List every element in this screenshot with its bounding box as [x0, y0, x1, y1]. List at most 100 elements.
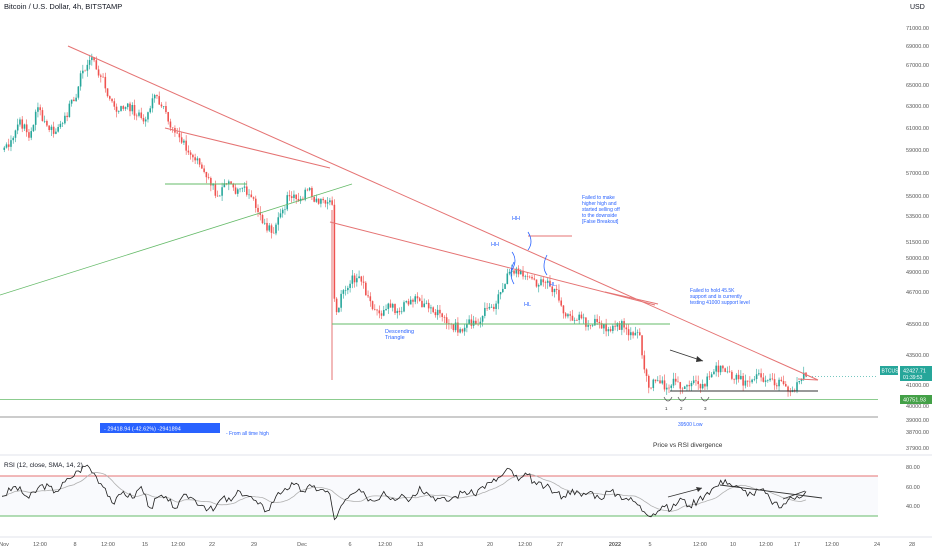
- candle-body: [654, 379, 657, 382]
- candle-body: [625, 327, 628, 330]
- candle-body: [210, 177, 212, 186]
- candle-body: [717, 365, 720, 373]
- candle-body: [212, 184, 214, 186]
- candle-body: [358, 276, 360, 279]
- candle-body: [129, 103, 131, 112]
- rsi-pane[interactable]: [1, 464, 807, 521]
- candle-body: [551, 286, 554, 293]
- candle-body: [180, 137, 183, 143]
- candle-body: [365, 282, 367, 296]
- candle-body: [183, 140, 185, 143]
- false-breakout-line-1: Failed to make: [582, 195, 615, 201]
- candle-body: [293, 194, 295, 198]
- candle-body: [149, 108, 152, 113]
- candle-body: [104, 76, 107, 89]
- candle-body: [254, 198, 257, 208]
- time-tick-label: 22: [209, 542, 215, 548]
- candle-body: [333, 204, 336, 299]
- triangle-2-upper-line[interactable]: [329, 221, 656, 306]
- candle-body: [403, 302, 405, 312]
- support-price-value: 40751.93: [903, 398, 926, 404]
- candle-body: [228, 181, 230, 185]
- candle-body: [589, 325, 592, 326]
- candle-body: [504, 284, 506, 289]
- candle-body: [432, 307, 434, 313]
- candle-body: [767, 380, 769, 381]
- candle-body: [70, 99, 73, 104]
- candle-body: [484, 307, 486, 316]
- candle-body: [600, 323, 603, 329]
- candle-body: [459, 329, 461, 333]
- candle-body: [454, 322, 457, 331]
- main-descending-trendline[interactable]: [67, 45, 819, 381]
- candle-body: [497, 294, 500, 304]
- candle-body: [789, 391, 792, 393]
- candle-body: [683, 386, 686, 389]
- candle-body: [394, 304, 396, 314]
- failed-hold-line-2: support and is currently: [690, 294, 742, 300]
- candle-body: [12, 137, 15, 141]
- candle-body: [28, 132, 30, 138]
- triangle-3-upper-line[interactable]: [604, 291, 659, 305]
- candle-body: [162, 106, 165, 107]
- candle-body: [436, 309, 439, 316]
- measure-box[interactable]: [100, 423, 220, 433]
- candle-body: [439, 309, 441, 314]
- candle-body: [113, 101, 116, 107]
- time-tick-label: 24: [874, 542, 880, 548]
- candle-body: [347, 287, 349, 291]
- candle-body: [787, 386, 789, 392]
- candle-body: [695, 380, 697, 382]
- candle-body: [701, 384, 704, 389]
- hh-1-arc: [511, 251, 516, 271]
- candle-body: [751, 379, 753, 383]
- hl-2-arc: [543, 254, 548, 276]
- candle-body: [407, 301, 410, 305]
- candle-body: [196, 158, 199, 161]
- candle-body: [221, 187, 223, 196]
- candle-body: [472, 320, 475, 326]
- triangle-1-upper-line[interactable]: [164, 127, 331, 169]
- candle-body: [169, 121, 172, 128]
- false-breakout-line-3: started selling off: [582, 207, 620, 213]
- failed-hold-line-3: testing 41000 support level: [690, 300, 750, 306]
- candle-body: [214, 184, 217, 196]
- price-tick-label: 46700.00: [906, 290, 929, 296]
- price-tick-label: 50000.00: [906, 256, 929, 262]
- candle-body: [627, 329, 630, 336]
- candle-body: [356, 278, 358, 283]
- candle-body: [135, 115, 138, 117]
- long-rising-support-line[interactable]: [0, 183, 353, 296]
- candle-body: [461, 329, 464, 332]
- candle-body: [295, 194, 298, 199]
- candle-body: [760, 373, 762, 378]
- candle-body: [728, 371, 731, 373]
- descending-triangle-label-1: Descending: [385, 329, 414, 335]
- price-axis[interactable]: 71000.00 69000.00 67000.00 65000.00 63000.00…: [906, 26, 929, 452]
- price-pane[interactable]: [3, 53, 878, 397]
- candle-body: [528, 276, 531, 278]
- candle-body: [369, 296, 372, 302]
- candle-body: [192, 154, 194, 158]
- time-tick-label: 27: [557, 542, 563, 548]
- candle-body: [156, 95, 158, 97]
- candle-body: [39, 107, 41, 111]
- candle-body: [513, 270, 515, 274]
- candle-body: [32, 124, 35, 132]
- candle-body: [230, 181, 232, 185]
- descending-triangle-label-2: Triangle: [385, 335, 405, 341]
- candle-body: [286, 195, 289, 210]
- price-tick-label: 39000.00: [906, 418, 929, 424]
- candle-body: [167, 112, 169, 122]
- candle-body: [46, 120, 48, 126]
- candle-body: [591, 325, 594, 326]
- candle-body: [493, 306, 495, 309]
- candle-body: [102, 76, 104, 78]
- rsi-line: [1, 464, 807, 521]
- rsi-band-fill: [0, 476, 878, 516]
- time-axis[interactable]: Nov 12:00 8 12:00 15 12:00 22 29 Dec 6 12:00 13 20 12…: [0, 542, 915, 548]
- candle-body: [553, 288, 556, 293]
- candle-body: [708, 376, 711, 378]
